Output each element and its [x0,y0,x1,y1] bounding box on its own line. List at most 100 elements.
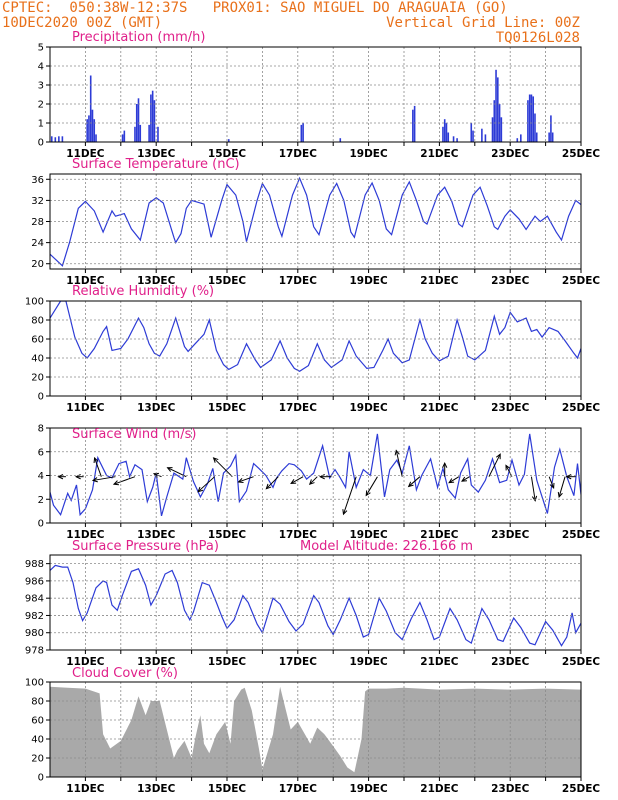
x-tick-label: 11DEC [66,148,105,160]
wind-arrow-head [407,481,414,488]
header-line-grid: Vertical Grid Line: 00Z [386,15,580,31]
precip-bar [551,132,554,142]
x-tick-label: 19DEC [349,783,388,795]
y-tick-label: 5 [38,43,44,54]
wind-arrow [290,476,304,484]
x-tick-label: 13DEC [137,656,176,668]
precip-bar [445,123,448,142]
y-tick-label: 8 [38,424,44,435]
series-line [50,301,581,372]
precip-bar [54,137,57,142]
x-tick-label: 19DEC [349,529,388,541]
precip-bar [548,132,550,142]
x-tick-label: 21DEC [420,275,459,287]
wind-arrow-head [265,483,272,490]
wind-arrow [94,457,102,477]
wind-arrow [309,476,318,485]
precip-bar [50,136,53,142]
wind-arrow-head [495,453,501,460]
wind-arrow-head [308,479,315,486]
y-tick-label: 20 [31,373,44,384]
wind-arrow [265,476,279,490]
wind-arrow-head [166,467,173,472]
panel-frame [49,554,582,651]
x-tick-label: 11DEC [66,529,105,541]
y-tick-label: 3 [38,81,44,92]
y-tick-label: 2 [38,100,44,111]
precip-bar [516,138,519,142]
header: CPTEC: 050:38W-12:37S PROX01: SAO MIGUEL… [0,0,618,46]
y-tick-label: 20 [31,754,44,765]
x-tick-label: 25DEC [562,148,601,160]
y-tick-label: 36 [31,175,44,186]
precip-bar [535,132,538,142]
wind-arrow-head [557,491,563,499]
y-tick-label: 0 [38,519,44,530]
precip-bar [493,100,496,142]
panel-4: 978 980 982 984 986 988 11DEC 13DEC 15DEC 17DEC 19… [25,539,600,668]
wind-arrow-head [91,477,98,483]
x-tick-label: 11DEC [66,402,105,414]
x-tick-label: 25DEC [562,529,601,541]
x-tick-label: 11DEC [66,275,105,287]
panel-3: 0 2 4 6 8 11DEC 13DEC 15DEC 17DEC 19DEC 21DEC 23DEC… [38,424,601,542]
wind-arrow-head [565,474,572,480]
y-tick-label: 0 [38,392,44,403]
y-tick-label: 24 [31,238,44,249]
gridlines [50,301,581,396]
x-tick-label: 25DEC [562,783,601,795]
series-line [50,564,581,647]
y-tick-label: 60 [31,716,44,727]
wind-arrows [57,449,576,516]
y-tick-label: 4 [38,62,44,73]
wind-arrow-head [342,509,348,516]
panel-title: Surface Temperature (nC) [72,157,240,172]
y-tick-label: 40 [31,354,44,365]
y-tick-label: 1 [38,119,44,130]
x-tick-label: 23DEC [491,783,530,795]
wind-arrow-head [394,449,400,456]
wind-arrow [448,476,460,484]
series-line [50,433,581,517]
x-tick-label: 21DEC [420,529,459,541]
precip-bar [500,117,503,142]
precip-bar [495,69,497,142]
precip-bar [93,119,96,142]
panel-5: 0 20 40 60 80 100 11DEC 13DEC 15DEC 17DEC 19DEC 21D… [25,666,600,795]
x-tick-label: 17DEC [279,148,318,160]
wind-arrow-head [442,462,448,468]
wind-arrow-head [57,474,64,480]
y-tick-label: 60 [31,335,44,346]
y-tick-label: 80 [31,316,44,327]
y-tick-label: 32 [31,196,44,207]
wind-arrow [505,465,513,477]
precip-bar [452,136,455,142]
wind-arrow-head [461,476,468,482]
x-tick-label: 13DEC [137,402,176,414]
x-tick-label: 19DEC [349,275,388,287]
precip-bar [153,100,156,142]
data-layer [50,564,581,647]
panel-title: Cloud Cover (%) [72,666,178,681]
x-tick-label: 21DEC [420,783,459,795]
header-line-run: 10DEC2020 00Z (GMT) [2,15,163,31]
panel-title: Surface Pressure (hPa) [72,539,219,554]
precip-bar [157,126,159,142]
panel-title: Precipitation (mm/h) [72,30,205,45]
x-tick-label: 19DEC [349,148,388,160]
data-layer [50,69,554,142]
wind-arrow [113,476,136,485]
wind-arrow-head [197,486,204,493]
wind-arrow [342,476,357,515]
y-tick-label: 0 [38,138,44,149]
precip-bar [550,115,552,142]
y-tick-label: 982 [25,611,44,622]
gridlines [50,682,581,777]
precip-bar [95,134,97,142]
x-tick-label: 17DEC [279,529,318,541]
x-tick-label: 21DEC [420,656,459,668]
gridlines [50,47,581,142]
precip-bar [135,104,138,142]
precip-bar [481,128,483,142]
